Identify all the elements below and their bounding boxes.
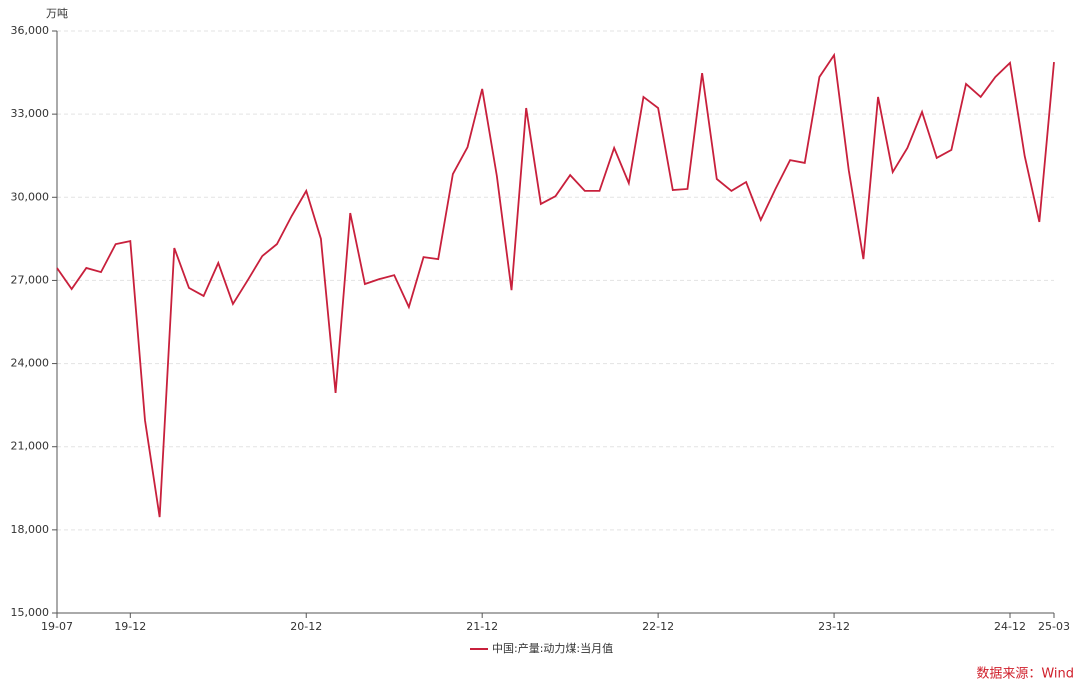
y-tick-label: 36,000 bbox=[11, 24, 50, 37]
y-tick-label: 18,000 bbox=[11, 523, 50, 536]
legend-label: 中国:产量:动力煤:当月值 bbox=[492, 641, 613, 655]
x-tick-label: 19-07 bbox=[41, 620, 73, 633]
y-tick-label: 21,000 bbox=[11, 440, 50, 453]
source-note: 数据来源：Wind bbox=[976, 667, 1074, 682]
y-tick-label: 15,000 bbox=[11, 606, 50, 619]
y-tick-label: 30,000 bbox=[11, 190, 50, 203]
data-line bbox=[56, 52, 1055, 518]
x-tick-label: 19-12 bbox=[114, 620, 146, 633]
x-tick-label: 22-12 bbox=[642, 620, 674, 633]
x-tick-label: 23-12 bbox=[818, 620, 850, 633]
x-tick-label: 20-12 bbox=[290, 620, 322, 633]
y-axis-label: 万吨 bbox=[46, 7, 68, 20]
x-tick-label: 21-12 bbox=[466, 620, 498, 633]
x-tick-label: 24-12 bbox=[994, 620, 1026, 633]
x-tick-label: 25-03 bbox=[1038, 620, 1070, 633]
y-tick-label: 27,000 bbox=[11, 273, 50, 286]
y-tick-label: 33,000 bbox=[11, 107, 50, 120]
y-tick-label: 24,000 bbox=[11, 357, 50, 370]
